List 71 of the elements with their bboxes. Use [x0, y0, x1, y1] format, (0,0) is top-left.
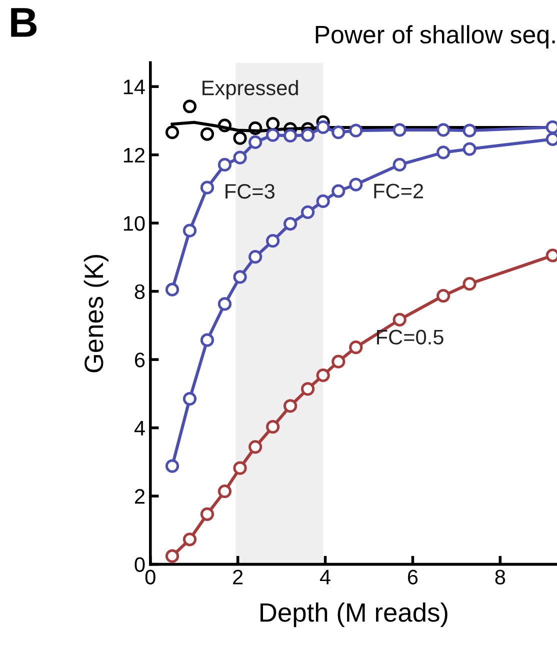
- point: [436, 146, 450, 160]
- point: [392, 158, 406, 172]
- y-tick-label: 0: [134, 557, 145, 572]
- point: [462, 142, 476, 156]
- point: [316, 194, 330, 208]
- point: [233, 150, 247, 164]
- point: [200, 507, 214, 521]
- y-axis-title: Genes (K): [84, 255, 108, 372]
- point: [266, 116, 280, 131]
- point: [349, 124, 363, 138]
- point: [436, 123, 450, 137]
- series-label: FC=0.5: [377, 330, 444, 345]
- point: [332, 126, 346, 140]
- point: [316, 120, 330, 134]
- point: [248, 135, 262, 150]
- point: [165, 282, 180, 296]
- point: [233, 131, 247, 145]
- y-tick-label: 6: [135, 352, 145, 368]
- y-tick-label: 12: [124, 148, 144, 162]
- point: [266, 420, 280, 434]
- point: [165, 126, 180, 140]
- point: [300, 382, 315, 396]
- point: [182, 100, 197, 114]
- point: [266, 234, 280, 248]
- y-tick-label: 10: [124, 216, 145, 231]
- y-tick-label: 4: [134, 421, 145, 436]
- point: [462, 277, 476, 291]
- point: [248, 440, 262, 454]
- point: [300, 128, 315, 142]
- point: [248, 250, 262, 264]
- point: [392, 312, 406, 326]
- point: [218, 297, 232, 311]
- point: [165, 459, 180, 473]
- point: [316, 368, 330, 382]
- series-label: FC=2: [374, 184, 424, 198]
- point: [462, 124, 476, 138]
- x-axis-title: Depth (M reads): [260, 602, 448, 628]
- series-label: FC=3: [226, 184, 275, 199]
- point: [182, 224, 197, 238]
- point: [266, 128, 280, 142]
- point: [218, 484, 232, 498]
- point: [283, 216, 298, 231]
- point: [349, 178, 363, 192]
- point: [165, 549, 180, 563]
- point: [218, 158, 232, 172]
- text: B: [11, 8, 37, 37]
- point: [436, 288, 450, 303]
- point: [392, 123, 406, 137]
- point: [332, 184, 346, 198]
- y-tick-label: 8: [134, 284, 145, 300]
- x-tick-label: 0: [145, 570, 156, 584]
- point: [182, 532, 197, 546]
- y-tick-label: 2: [134, 489, 144, 504]
- point: [200, 180, 214, 194]
- y-tick-label: 14: [124, 80, 145, 94]
- point: [283, 399, 298, 413]
- point: [300, 205, 315, 219]
- chart-title: Power of shallow seq.: [316, 25, 555, 48]
- x-tick-label: 4: [320, 570, 330, 584]
- x-tick-label: 2: [233, 570, 243, 584]
- point: [283, 128, 298, 143]
- point: [349, 340, 363, 354]
- x-tick-label: 8: [495, 570, 506, 584]
- series-label: Expressed: [202, 80, 298, 100]
- point: [332, 354, 346, 368]
- x-tick-label: 6: [408, 570, 418, 584]
- point: [200, 127, 214, 141]
- point: [233, 270, 247, 284]
- point: [233, 461, 247, 475]
- point: [182, 392, 197, 406]
- point: [200, 333, 214, 347]
